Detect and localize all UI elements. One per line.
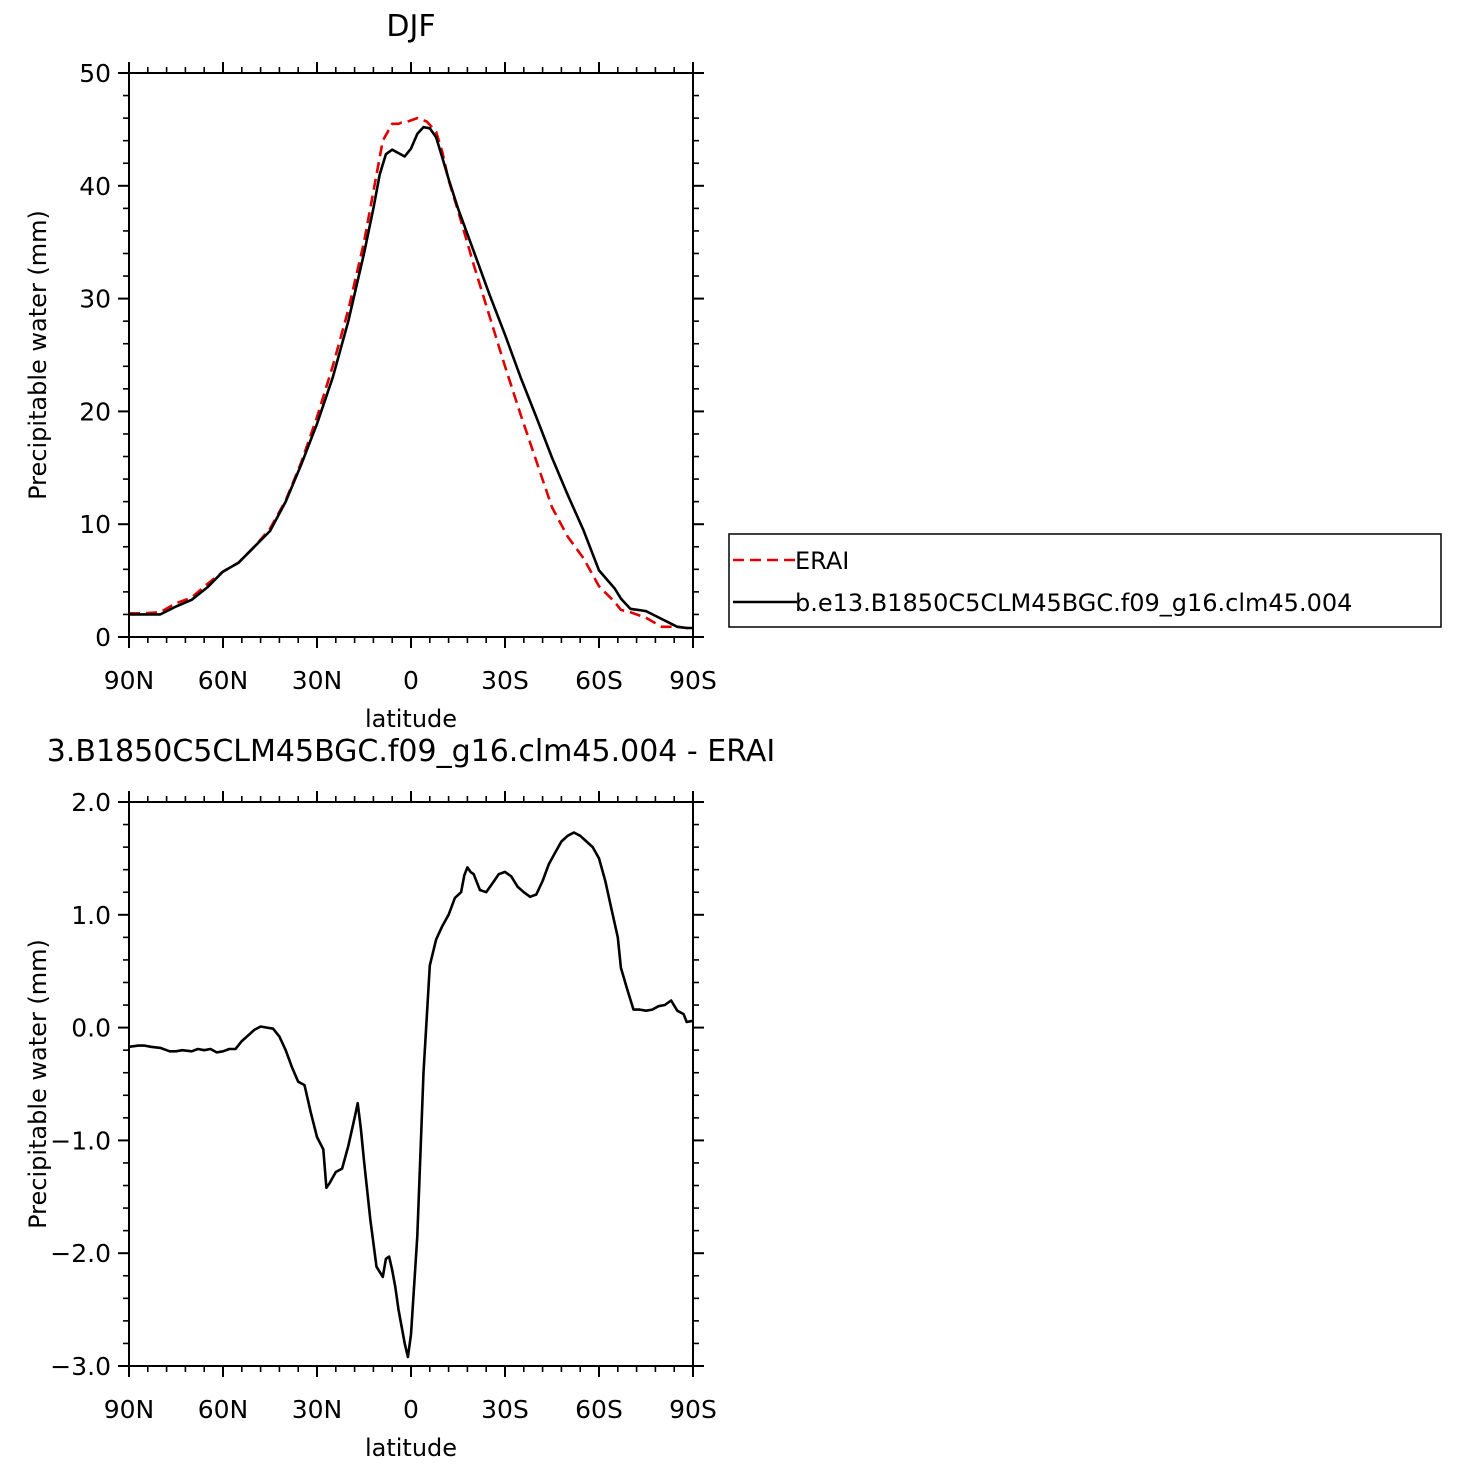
legend-label-0: ERAI (795, 547, 849, 575)
x-tick-label: 90S (669, 666, 717, 695)
y-axis-label: Precipitable water (mm) (24, 939, 52, 1229)
x-axis-label: latitude (365, 705, 457, 733)
plot-frame (128, 72, 694, 638)
x-tick-label: 0 (403, 666, 419, 695)
y-tick-label: 0 (95, 623, 111, 652)
y-tick-label: 10 (79, 510, 111, 539)
x-tick-label: 60N (198, 1395, 249, 1424)
x-tick-label: 60S (575, 1395, 623, 1424)
legend-box (728, 533, 1442, 628)
top-panel-precipitable-water: DJF 90N 60N 30N 0 30S 60S 90S 0 10 20 30 40 50 latitud… (24, 9, 717, 733)
y-axis-label-group: Precipitable water (mm) (24, 939, 52, 1229)
plot-frame (128, 801, 694, 1367)
x-tick-label: 90N (104, 666, 155, 695)
legend-label-1: b.e13.B1850C5CLM45BGC.f09_g16.clm45.004 (795, 589, 1352, 617)
x-tick-label: 30N (292, 1395, 343, 1424)
y-tick-label: 1.0 (71, 901, 111, 930)
y-tick-label: 20 (79, 397, 111, 426)
legend: ERAI b.e13.B1850C5CLM45BGC.f09_g16.clm45.… (728, 533, 1442, 628)
y-tick-label: 30 (79, 285, 111, 314)
chart-title: DJF (386, 9, 435, 44)
y-tick-label: 0.0 (71, 1014, 111, 1043)
x-tick-label: 90S (669, 1395, 717, 1424)
x-tick-label: 30N (292, 666, 343, 695)
x-tick-label: 60N (198, 666, 249, 695)
bottom-panel-difference: 3.B1850C5CLM45BGC.f09_g16.clm45.004 - ER… (24, 734, 775, 1462)
x-tick-label: 0 (403, 1395, 419, 1424)
x-tick-label: 30S (481, 666, 529, 695)
y-tick-label: 50 (79, 59, 111, 88)
x-tick-label: 90N (104, 1395, 155, 1424)
x-tick-label: 30S (481, 1395, 529, 1424)
chart-title: 3.B1850C5CLM45BGC.f09_g16.clm45.004 - ER… (47, 734, 775, 769)
y-axis-label: Precipitable water (mm) (24, 210, 52, 500)
y-tick-label: −3.0 (50, 1352, 111, 1381)
y-tick-label: −1.0 (50, 1126, 111, 1155)
series-line-difference (129, 831, 693, 1359)
y-tick-label: 2.0 (71, 788, 111, 817)
y-tick-label: 40 (79, 172, 111, 201)
series-line-erai (129, 116, 693, 630)
y-tick-label: −2.0 (50, 1239, 111, 1268)
x-tick-label: 60S (575, 666, 623, 695)
series-line-b-e13-b1850c5clm45bgc-f09-g16-clm45-004 (129, 125, 693, 630)
x-axis-label: latitude (365, 1434, 457, 1462)
